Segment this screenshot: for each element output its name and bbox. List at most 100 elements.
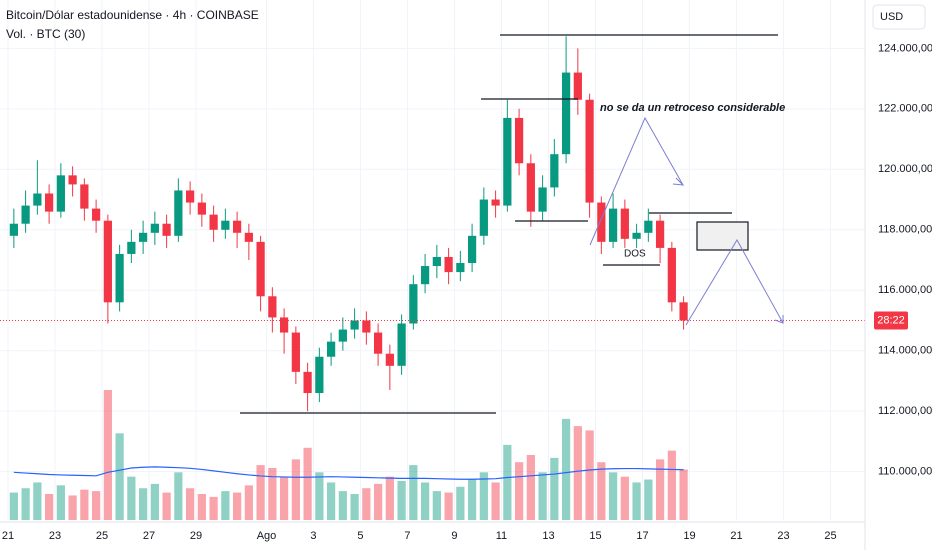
- volume-bar: [550, 457, 559, 520]
- price-tag: [874, 311, 908, 330]
- candle-body: [68, 175, 77, 185]
- volume-bar: [362, 488, 371, 520]
- x-tick-label: 25: [96, 530, 108, 542]
- x-tick-label: 19: [683, 530, 695, 542]
- volume-bar: [150, 483, 159, 520]
- arrow-head: [672, 177, 685, 186]
- volume-bar: [432, 491, 441, 520]
- volume-bar: [467, 479, 477, 520]
- candle-body: [538, 187, 547, 212]
- candle-body: [667, 247, 676, 303]
- candle-body: [33, 193, 42, 206]
- volume-bar: [33, 482, 42, 520]
- volume-bar: [632, 482, 641, 520]
- volume-bar: [103, 390, 112, 520]
- volume-bar: [350, 494, 359, 520]
- candle-body: [679, 302, 688, 321]
- candle-body: [503, 117, 512, 206]
- x-tick-label: 11: [496, 530, 507, 542]
- candle-body: [479, 199, 488, 236]
- volume-bar: [644, 479, 653, 520]
- volume-ma: [13, 466, 684, 480]
- candle-body: [397, 323, 406, 366]
- volume-bar: [197, 494, 206, 520]
- candle-body: [373, 332, 383, 354]
- candle-body: [268, 296, 277, 318]
- candle-body: [21, 205, 30, 224]
- volume-bar: [232, 492, 242, 520]
- candle-body: [150, 223, 159, 233]
- x-tick-label: 13: [542, 530, 554, 542]
- candle-body: [80, 184, 89, 209]
- volume-bar: [409, 465, 418, 520]
- currency-button[interactable]: [872, 4, 926, 30]
- candle-body: [326, 341, 336, 357]
- candle-body: [467, 235, 477, 264]
- candle-body: [573, 72, 582, 100]
- volume-bar: [385, 476, 394, 520]
- volume-pane: [9, 390, 688, 520]
- x-tick-label: 27: [143, 530, 155, 542]
- volume-bar: [573, 426, 582, 520]
- volume-bar: [162, 492, 171, 520]
- x-tick-label: 5: [357, 530, 363, 542]
- volume-bar: [221, 491, 230, 520]
- candle-body: [138, 232, 148, 242]
- volume-bar: [326, 482, 336, 520]
- candle-body: [197, 202, 206, 215]
- volume-bar: [56, 485, 65, 520]
- y-tick-label: 118.000,00: [878, 224, 932, 236]
- volume-bar: [244, 485, 253, 520]
- volume-bar: [21, 488, 30, 520]
- chart-title: Bitcoin/Dólar estadounidense · 4h · COIN…: [6, 8, 259, 22]
- volume-bar: [138, 488, 148, 520]
- candle-body: [256, 241, 265, 297]
- volume-bar: [514, 462, 524, 520]
- volume-bar: [45, 494, 54, 520]
- volume-bar: [174, 472, 183, 520]
- candle-body: [432, 256, 441, 267]
- drawings: [240, 34, 778, 414]
- x-tick-label: 3: [310, 530, 316, 542]
- volume-bar: [209, 496, 218, 520]
- candle-body: [232, 220, 242, 233]
- x-tick-label: 17: [636, 530, 648, 542]
- volume-bar: [268, 468, 277, 520]
- candle-body: [514, 117, 524, 164]
- x-tick-label: 7: [404, 530, 410, 542]
- arrow-head: [774, 315, 784, 324]
- candle-body: [115, 253, 124, 303]
- candles: [0, 36, 865, 412]
- volume-bar: [68, 495, 77, 520]
- volume-bar: [444, 492, 453, 520]
- volume-bar: [561, 418, 571, 520]
- volume-bar: [655, 459, 665, 520]
- arrows: [589, 116, 784, 326]
- candle-body: [9, 223, 18, 236]
- arrow-path: [589, 116, 684, 246]
- currency[interactable]: USD: [880, 11, 903, 23]
- volume-bar: [526, 455, 535, 520]
- volume-bar: [397, 481, 406, 520]
- candle-body: [620, 208, 629, 239]
- x-tick-label: 23: [777, 530, 789, 542]
- candle-body: [597, 202, 606, 242]
- candle-body: [91, 208, 101, 221]
- candle-body: [127, 241, 136, 254]
- volume-bar: [91, 491, 101, 520]
- candle-body: [409, 284, 418, 324]
- volume-bar: [538, 472, 547, 520]
- volume-bar: [127, 476, 136, 520]
- volume-bar: [115, 433, 124, 520]
- x-tick-label: 15: [589, 530, 601, 542]
- volume-bar: [456, 486, 465, 520]
- candle-body: [491, 199, 500, 206]
- candle-body: [526, 163, 535, 212]
- volume-title: Vol. · BTC (30): [6, 27, 85, 41]
- volume-bar: [620, 476, 629, 520]
- volume-bar: [585, 430, 594, 520]
- candle-body: [655, 220, 665, 248]
- volume-bar: [185, 488, 195, 520]
- candle-body: [162, 223, 171, 236]
